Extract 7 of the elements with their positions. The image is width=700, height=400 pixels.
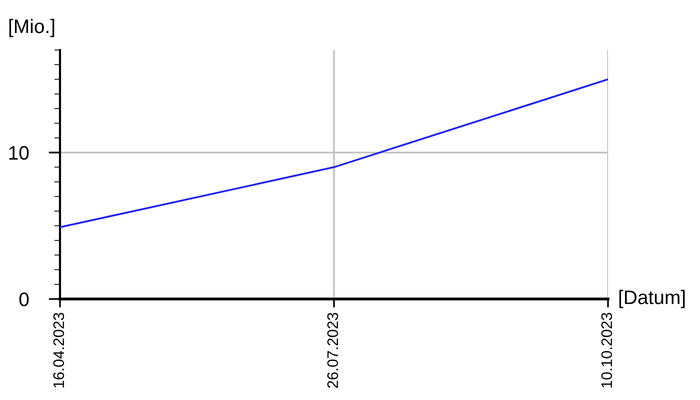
x-tick-label: 10.10.2023 (601, 312, 612, 388)
x-tick-label: 26.07.2023 (327, 312, 338, 388)
x-tick-label: 16.04.2023 (53, 312, 64, 388)
y-tick-label: 0 (19, 292, 29, 306)
y-tick-label: 10 (9, 146, 29, 160)
x-axis-title: [Datum] (619, 290, 685, 308)
y-axis-title: [Mio.] (9, 18, 54, 38)
